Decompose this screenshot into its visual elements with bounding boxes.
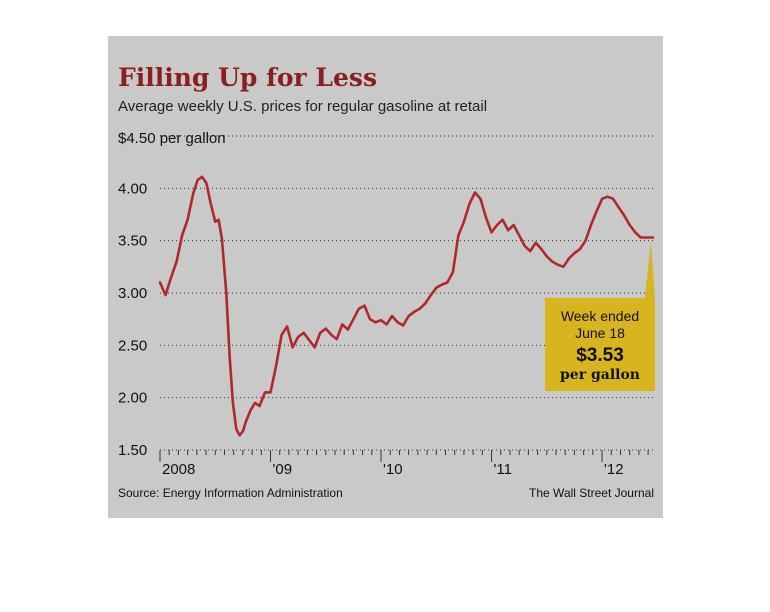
x-axis-ticks: 2008 '09 '10 '11 '12: [159, 450, 649, 478]
price-line: [158, 175, 655, 437]
chart-title: Filling Up for Less: [118, 63, 377, 92]
y-tick-label: 4.00: [118, 180, 147, 197]
y-axis-ticks: 4.00 3.50 3.00 2.50 2.00 1.50: [118, 180, 147, 459]
callout-pointer: [644, 241, 655, 298]
x-tick-label: '10: [383, 461, 403, 478]
series-layer: [158, 175, 655, 437]
x-tick-label: '09: [273, 461, 293, 478]
callout-box: Week ended June 18 $3.53 per gallon: [545, 241, 655, 391]
chart-panel: [108, 36, 663, 518]
publisher-credit: The Wall Street Journal: [529, 486, 654, 500]
callout-line2: June 18: [575, 325, 625, 341]
chart-subtitle: Average weekly U.S. prices for regular g…: [118, 98, 487, 115]
y-tick-label: 1.50: [118, 442, 147, 459]
x-tick-label: 2008: [162, 461, 195, 478]
callout-value: $3.53: [576, 345, 624, 366]
source-note: Source: Energy Information Administratio…: [118, 486, 343, 500]
y-tick-label: 3.00: [118, 285, 147, 302]
callout-rect: [545, 298, 655, 391]
y-tick-label: 3.50: [118, 233, 147, 250]
callout-line1: Week ended: [561, 308, 639, 324]
line-chart: Filling Up for Less Average weekly U.S. …: [118, 63, 655, 500]
x-tick-label: '12: [604, 461, 624, 478]
y-tick-label: 2.50: [118, 337, 147, 354]
callout-unit: per gallon: [560, 367, 640, 383]
y-tick-label: 2.00: [118, 390, 147, 407]
y-axis-label: $4.50 per gallon: [118, 130, 226, 147]
x-tick-label: '11: [494, 461, 512, 478]
